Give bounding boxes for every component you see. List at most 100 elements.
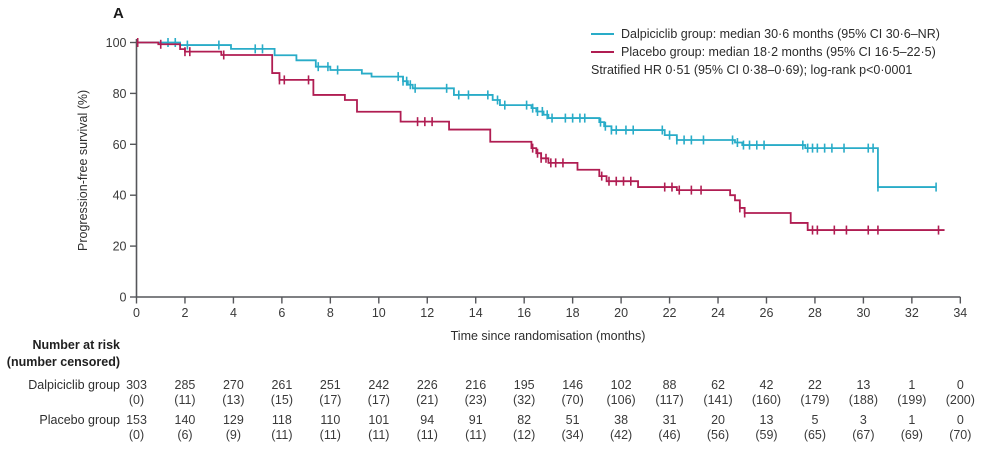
x-tick-label: 20 [614, 306, 628, 320]
legend-stratified-hr-note: Stratified HR 0·51 (95% CI 0·38–0·69); l… [591, 63, 913, 77]
censored-value: (59) [755, 428, 778, 442]
at-risk-value: 20 [711, 413, 725, 427]
at-risk-value: 146 [562, 378, 584, 392]
risk-table-header-line2: (number censored) [6, 355, 120, 369]
censored-value: (11) [174, 393, 196, 407]
at-risk-value: 42 [759, 378, 774, 392]
risk-table-header-line1: Number at risk [32, 338, 120, 352]
at-risk-value: 261 [271, 378, 293, 392]
censored-value: (200) [945, 393, 975, 407]
censored-value: (11) [465, 428, 487, 442]
censored-value: (65) [803, 428, 827, 442]
censored-value: (11) [319, 428, 341, 442]
x-tick-label: 24 [711, 306, 725, 320]
censored-value: (188) [848, 393, 878, 407]
censored-value: (46) [658, 428, 681, 442]
censored-value: (160) [751, 393, 782, 407]
at-risk-value: 13 [759, 413, 774, 427]
at-risk-value: 0 [956, 413, 964, 427]
at-risk-value: 5 [811, 413, 819, 427]
at-risk-value: 153 [126, 413, 147, 427]
y-tick-label: 0 [120, 291, 127, 305]
y-tick-label: 40 [113, 189, 127, 203]
at-risk-value: 3 [859, 413, 867, 427]
censored-value: (70) [949, 428, 972, 442]
x-tick-label: 22 [663, 306, 677, 320]
x-tick-label: 26 [760, 306, 774, 320]
x-tick-label: 8 [327, 306, 334, 320]
at-risk-value: 91 [468, 413, 483, 427]
at-risk-value: 0 [956, 378, 964, 392]
censored-value: (70) [561, 393, 584, 407]
at-risk-value: 251 [319, 378, 341, 392]
legend-entry-placebo: Placebo group: median 18·2 months (95% C… [591, 43, 940, 61]
censored-value: (199) [897, 393, 927, 407]
censored-value: (179) [800, 393, 830, 407]
legend-label-placebo: Placebo group: median 18·2 months (95% C… [621, 45, 936, 59]
legend-label-dalpiciclib: Dalpiciclib group: median 30·6 months (9… [621, 27, 940, 41]
x-tick-label: 28 [808, 306, 822, 320]
censored-value: (6) [177, 428, 193, 442]
x-tick-label: 18 [566, 306, 580, 320]
censored-value: (32) [513, 393, 536, 407]
censored-value: (0) [128, 428, 145, 442]
x-tick-label: 14 [469, 306, 483, 320]
censored-value: (34) [561, 428, 584, 442]
at-risk-value: 88 [662, 378, 677, 392]
censored-value: (15) [270, 393, 293, 407]
censored-value: (17) [319, 393, 342, 407]
at-risk-value: 51 [565, 413, 580, 427]
censored-value: (67) [852, 428, 875, 442]
at-risk-value: 22 [807, 378, 822, 392]
at-risk-value: 38 [614, 413, 629, 427]
at-risk-value: 270 [222, 378, 244, 392]
censored-value: (21) [416, 393, 439, 407]
censored-value: (69) [900, 428, 923, 442]
risk-row-label: Placebo group [39, 413, 120, 427]
x-tick-label: 2 [181, 306, 188, 320]
censored-value: (9) [225, 428, 242, 442]
at-risk-value: 195 [513, 378, 535, 392]
censored-value: (0) [128, 393, 145, 407]
x-tick-label: 12 [420, 306, 434, 320]
censored-value: (106) [606, 393, 636, 407]
at-risk-value: 303 [126, 378, 147, 392]
censored-value: (117) [655, 393, 684, 407]
at-risk-value: 62 [711, 378, 725, 392]
at-risk-value: 1 [908, 378, 916, 392]
at-risk-value: 140 [174, 413, 196, 427]
legend-entry-dalpiciclib: Dalpiciclib group: median 30·6 months (9… [591, 25, 940, 43]
x-tick-label: 30 [856, 306, 870, 320]
censored-value: (11) [271, 428, 293, 442]
at-risk-value: 242 [368, 378, 390, 392]
y-tick-label: 20 [113, 240, 127, 254]
at-risk-value: 118 [271, 413, 292, 427]
censored-value: (11) [416, 428, 438, 442]
x-tick-label: 0 [133, 306, 140, 320]
x-tick-label: 16 [517, 306, 531, 320]
at-risk-value: 102 [610, 378, 632, 392]
at-risk-value: 31 [662, 413, 677, 427]
censored-value: (42) [609, 428, 633, 442]
at-risk-value: 1 [908, 413, 916, 427]
at-risk-value: 101 [368, 413, 390, 427]
legend: Dalpiciclib group: median 30·6 months (9… [591, 25, 940, 79]
censored-value: (17) [367, 393, 390, 407]
at-risk-value: 82 [517, 413, 532, 427]
x-tick-label: 10 [372, 306, 386, 320]
x-tick-label: 34 [953, 306, 967, 320]
censored-value: (12) [513, 428, 536, 442]
placebo-group-curve [136, 41, 945, 231]
x-tick-label: 32 [905, 306, 919, 320]
dalpiciclib-line-swatch-icon [591, 33, 614, 35]
censored-value: (56) [706, 428, 730, 442]
y-tick-label: 60 [113, 138, 127, 152]
x-axis-title: Time since randomisation (months) [450, 329, 646, 343]
x-tick-label: 6 [278, 306, 285, 320]
at-risk-value: 129 [222, 413, 244, 427]
at-risk-value: 285 [174, 378, 196, 392]
at-risk-value: 13 [856, 378, 871, 392]
at-risk-value: 94 [420, 413, 435, 427]
